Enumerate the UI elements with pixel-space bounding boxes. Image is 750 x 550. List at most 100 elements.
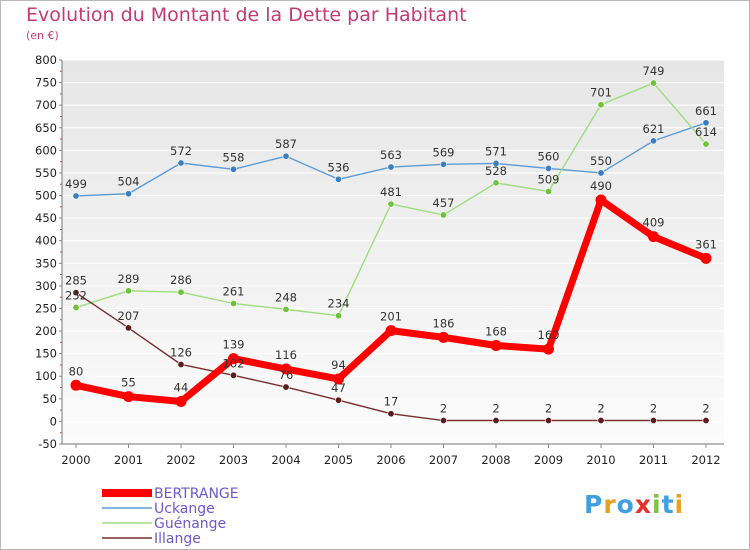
data-label-illange: 17 — [384, 395, 399, 409]
data-label-bertrange: 139 — [223, 338, 245, 352]
data-point-illange — [439, 417, 447, 425]
y-tick-label: 200 — [35, 324, 57, 338]
data-point-uckange — [492, 159, 500, 167]
data-label-guenange: 528 — [485, 164, 507, 178]
logo-letter: x — [634, 490, 652, 519]
data-point-guenange — [702, 140, 710, 148]
y-tick-label: 500 — [35, 189, 57, 203]
proxiti-logo: Proxiti — [584, 490, 684, 519]
data-labels: 499 504 572 558 587 536 563 569 571 560 550 621 661 2… — [65, 64, 717, 415]
chart-unit: (en €) — [26, 29, 59, 42]
data-label-uckange: 621 — [643, 122, 665, 136]
legend-item-illange: Illange — [102, 531, 201, 547]
data-label-guenange: 481 — [380, 185, 402, 199]
data-point-uckange — [125, 190, 133, 198]
data-label-illange: 126 — [170, 345, 192, 359]
data-point-uckange — [597, 169, 605, 177]
data-label-illange: 285 — [65, 274, 87, 288]
data-label-illange: 2 — [545, 402, 552, 416]
y-tick-label: 600 — [35, 143, 57, 157]
data-label-bertrange: 160 — [538, 328, 560, 342]
y-tick-label: 0 — [50, 414, 57, 428]
data-point-bertrange — [333, 373, 344, 385]
data-label-guenange: 286 — [170, 273, 192, 287]
data-label-illange: 2 — [597, 402, 604, 416]
data-point-guenange — [649, 79, 657, 87]
data-point-illange — [72, 289, 80, 297]
data-label-guenange: 252 — [65, 289, 87, 303]
data-label-bertrange: 44 — [174, 381, 189, 395]
data-point-illange — [125, 324, 133, 332]
y-tick-label: -50 — [38, 437, 57, 451]
data-point-uckange — [230, 165, 238, 173]
data-label-uckange: 587 — [275, 137, 297, 151]
data-label-bertrange: 186 — [433, 316, 455, 330]
data-label-bertrange: 201 — [380, 310, 402, 324]
data-point-bertrange — [595, 194, 607, 206]
data-label-guenange: 701 — [590, 86, 612, 100]
y-tick-label: 400 — [35, 234, 57, 248]
data-label-bertrange: 490 — [590, 179, 612, 193]
data-label-guenange: 248 — [275, 290, 297, 304]
x-tick-label: 2008 — [481, 453, 510, 467]
x-tick-label: 2005 — [324, 453, 353, 467]
data-point-guenange — [72, 304, 80, 312]
data-point-guenange — [597, 101, 605, 109]
data-label-uckange: 661 — [695, 104, 717, 118]
x-tick-label: 2004 — [271, 453, 300, 467]
y-tick-label: 350 — [35, 256, 57, 270]
data-label-bertrange: 116 — [275, 348, 297, 362]
x-tick-label: 2000 — [61, 453, 90, 467]
y-tick-label: 150 — [35, 347, 57, 361]
legend-label-guenange: Guénange — [154, 516, 226, 532]
data-point-uckange — [649, 137, 657, 145]
data-point-uckange — [282, 152, 290, 160]
data-label-uckange: 504 — [118, 175, 140, 189]
x-tick-label: 2010 — [586, 453, 615, 467]
data-point-guenange — [334, 312, 342, 320]
y-tick-label: 550 — [35, 166, 57, 180]
logo-letter: t — [661, 490, 675, 519]
data-label-guenange: 261 — [223, 285, 245, 299]
data-label-guenange: 289 — [118, 272, 140, 286]
data-point-uckange — [544, 164, 552, 172]
data-label-illange: 76 — [279, 368, 294, 382]
logo-letter: i — [674, 490, 685, 519]
data-point-uckange — [387, 163, 395, 171]
data-point-bertrange — [490, 340, 502, 352]
data-label-bertrange: 168 — [485, 325, 507, 339]
series-guenange — [72, 79, 710, 320]
data-label-uckange: 558 — [223, 150, 245, 164]
data-label-uckange: 499 — [65, 177, 87, 191]
x-tick-label: 2006 — [376, 453, 405, 467]
data-point-illange — [334, 396, 342, 404]
data-label-illange: 2 — [492, 402, 499, 416]
data-point-uckange — [439, 160, 447, 168]
legend-label-illange: Illange — [154, 531, 201, 547]
x-tick-label: 2007 — [429, 453, 458, 467]
y-tick-label: 450 — [35, 211, 57, 225]
y-tick-label: 50 — [42, 392, 57, 406]
data-label-illange: 2 — [702, 402, 709, 416]
legend-item-guenange: Guénange — [102, 516, 226, 532]
data-point-uckange — [177, 159, 185, 167]
series-illange — [72, 289, 710, 425]
chart-title: Evolution du Montant de la Dette par Hab… — [26, 4, 467, 26]
plot-area — [62, 60, 724, 444]
data-label-uckange: 569 — [433, 145, 455, 159]
series-bertrange — [70, 194, 712, 408]
data-point-uckange — [334, 175, 342, 183]
data-point-bertrange — [228, 353, 239, 365]
data-label-bertrange: 80 — [69, 364, 84, 378]
data-point-bertrange — [438, 331, 449, 343]
legend-label-uckange: Uckange — [154, 501, 215, 517]
y-tick-label: 250 — [35, 301, 57, 315]
data-point-bertrange — [280, 363, 292, 375]
data-point-uckange — [72, 192, 80, 200]
data-point-bertrange — [543, 343, 554, 355]
data-point-guenange — [439, 211, 447, 219]
data-label-guenange: 234 — [328, 297, 350, 311]
data-label-uckange: 560 — [538, 149, 560, 163]
data-label-guenange: 457 — [433, 196, 455, 210]
